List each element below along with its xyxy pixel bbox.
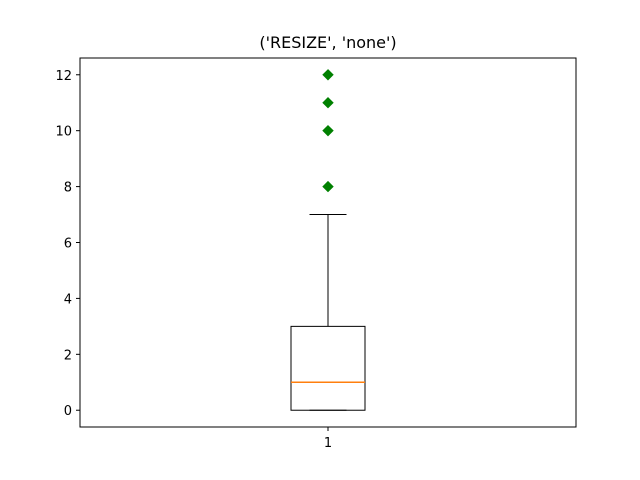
y-tick-label: 10 — [55, 125, 72, 140]
y-axis: 0 2 4 6 8 10 12 — [55, 69, 80, 419]
outlier-point — [322, 97, 334, 109]
outlier-point — [322, 124, 334, 137]
outlier-point — [322, 69, 334, 81]
y-tick-label: 2 — [64, 348, 72, 363]
iqr-box — [290, 325, 366, 411]
y-tick-label: 0 — [64, 404, 72, 419]
chart-title: ('RESIZE', 'none') — [259, 33, 396, 52]
outlier-point — [322, 180, 334, 193]
x-tick-label: 1 — [324, 436, 332, 451]
y-tick-label: 4 — [64, 292, 72, 307]
y-tick-label: 12 — [55, 69, 72, 84]
y-tick-label: 6 — [64, 237, 72, 252]
x-axis: 1 — [324, 427, 332, 451]
box-series — [290, 69, 366, 411]
y-tick-label: 8 — [64, 181, 72, 196]
